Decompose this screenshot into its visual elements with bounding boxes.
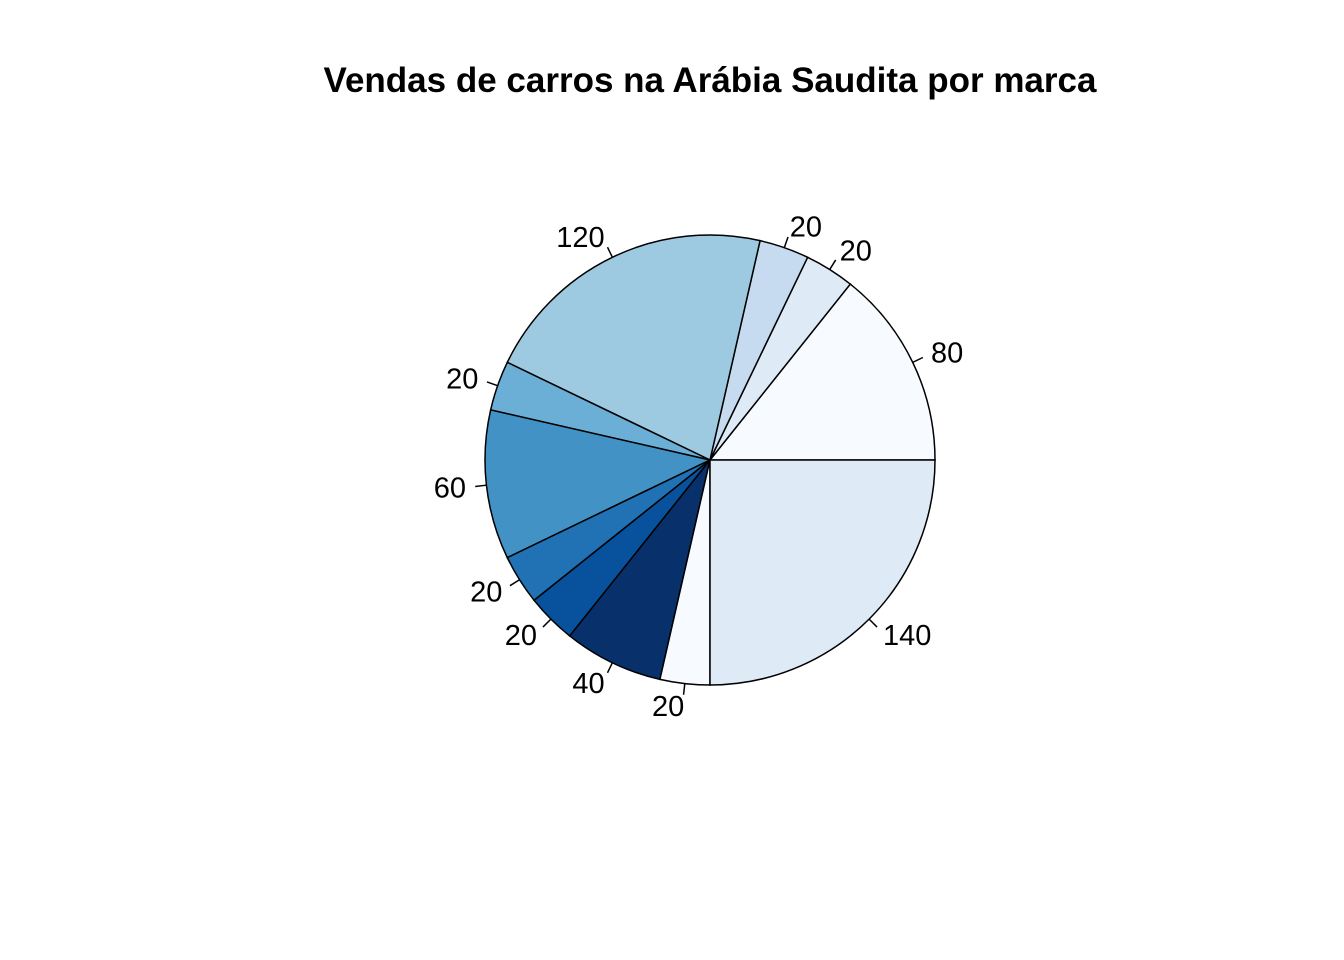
slice-label: 80: [931, 338, 963, 370]
slice-label: 140: [883, 620, 931, 652]
slice-label: 20: [840, 235, 872, 267]
label-tick: [606, 662, 614, 674]
label-tick: [783, 236, 789, 248]
pie-slice: [708, 283, 936, 461]
label-tick: [475, 484, 487, 488]
pie-slice: [709, 459, 936, 686]
pie-slice: [506, 234, 761, 462]
slice-label: 120: [556, 222, 604, 254]
label-tick: [542, 618, 552, 628]
slice-label: 20: [470, 577, 502, 609]
slice-label: 20: [446, 363, 478, 395]
label-tick: [606, 246, 614, 258]
label-tick: [912, 356, 924, 364]
label-tick: [509, 579, 520, 587]
pie-slice: [568, 459, 711, 681]
slice-label: 20: [790, 211, 822, 243]
pie-slice: [484, 409, 713, 559]
label-tick: [682, 683, 686, 695]
slice-label: 20: [505, 620, 537, 652]
slice-label: 40: [572, 668, 604, 700]
label-tick: [486, 381, 498, 387]
slice-label: 20: [652, 691, 684, 723]
chart-title: Vendas de carros na Arábia Saudita por m…: [324, 61, 1097, 100]
label-tick: [868, 618, 878, 628]
slice-label: 60: [434, 473, 466, 505]
label-tick: [829, 259, 837, 270]
